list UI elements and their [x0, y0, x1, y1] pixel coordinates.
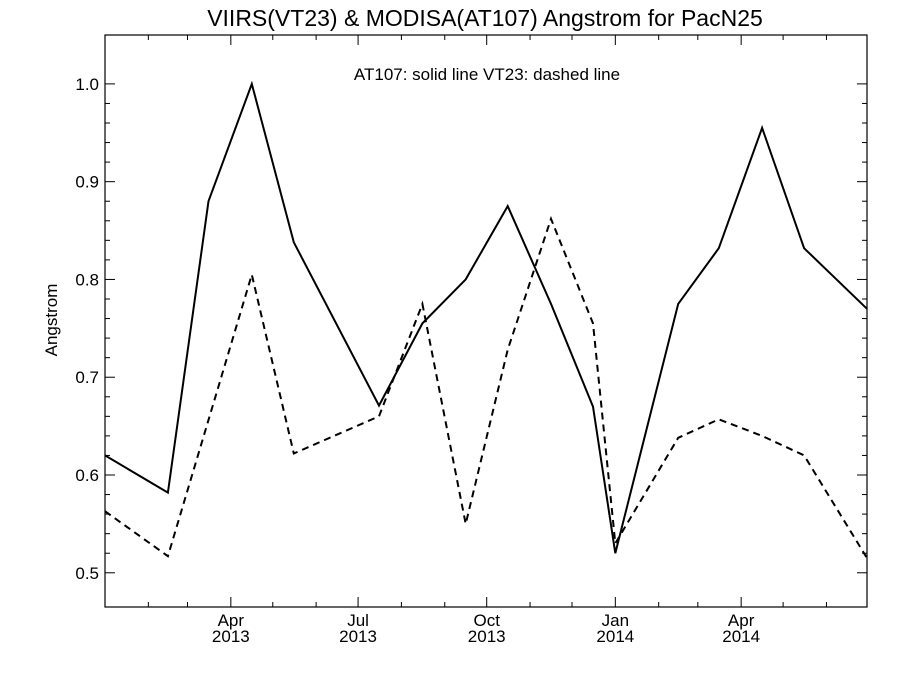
- plot-frame: [104, 34, 868, 608]
- y-tick-label: 0.9: [75, 173, 99, 192]
- axis-ticks: 0.50.60.70.80.91.0Apr2013Jul2013Oct2013J…: [75, 35, 867, 646]
- y-tick-label: 0.6: [75, 466, 99, 485]
- x-tick-label-year: 2013: [468, 627, 506, 646]
- x-tick-label-year: 2013: [339, 627, 377, 646]
- y-tick-label: 1.0: [75, 75, 99, 94]
- x-tick-label-year: 2014: [596, 627, 634, 646]
- series-line-at107: [104, 80, 868, 554]
- y-tick-label: 0.7: [75, 368, 99, 387]
- series-layer: [104, 80, 868, 559]
- y-tick-label: 0.8: [75, 270, 99, 289]
- x-tick-label-month: Apr: [728, 611, 755, 630]
- x-tick-label-month: Oct: [473, 611, 500, 630]
- x-tick-label-year: 2014: [722, 627, 760, 646]
- y-axis-label: Angstrom: [42, 284, 61, 357]
- x-tick-label-month: Jan: [602, 611, 629, 630]
- x-tick-label-month: Jul: [347, 611, 369, 630]
- x-tick-label-month: Apr: [218, 611, 245, 630]
- y-tick-label: 0.5: [75, 564, 99, 583]
- series-line-vt23: [104, 215, 868, 559]
- x-tick-label-year: 2013: [212, 627, 250, 646]
- chart-title: VIIRS(VT23) & MODISA(AT107) Angstrom for…: [207, 5, 763, 31]
- legend-annotation: AT107: solid line VT23: dashed line: [354, 65, 620, 84]
